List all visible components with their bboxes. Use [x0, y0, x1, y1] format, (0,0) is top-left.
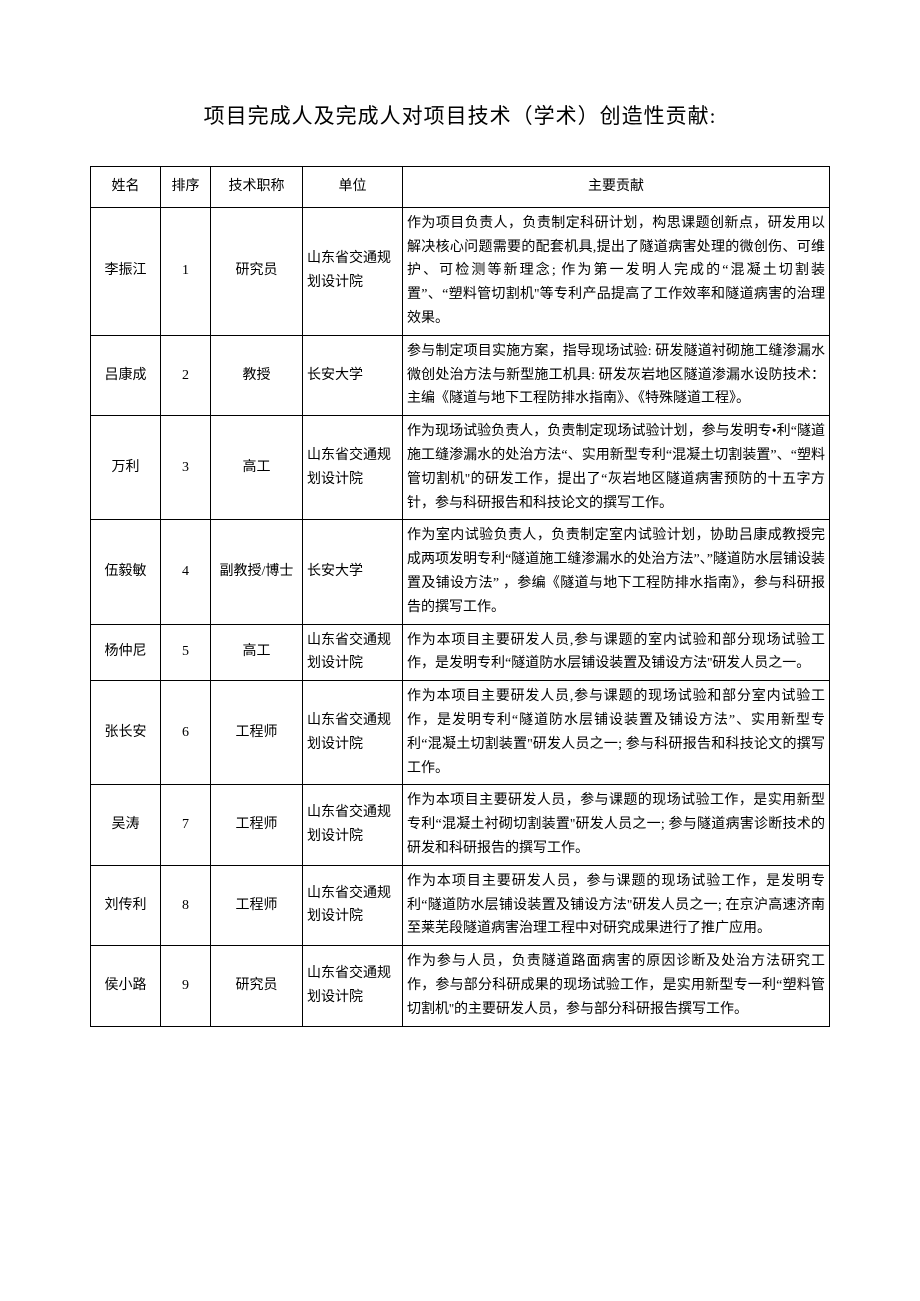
col-header-contrib: 主要贡献 [403, 167, 830, 208]
table-body: 李振江 1 研究员 山东省交通规划设计院 作为项目负责人，负责制定科研计划，构思… [91, 207, 830, 1026]
cell-order: 3 [161, 416, 211, 520]
cell-unit: 山东省交通规划设计院 [303, 416, 403, 520]
page-title: 项目完成人及完成人对项目技术（学术）创造性贡献: [90, 100, 830, 130]
cell-name: 万利 [91, 416, 161, 520]
cell-title: 研究员 [211, 207, 303, 335]
col-header-name: 姓名 [91, 167, 161, 208]
cell-order: 1 [161, 207, 211, 335]
table-row: 李振江 1 研究员 山东省交通规划设计院 作为项目负责人，负责制定科研计划，构思… [91, 207, 830, 335]
cell-contrib: 作为现场试验负责人，负责制定现场试验计划，参与发明专•利“隧道施工缝渗漏水的处治… [403, 416, 830, 520]
cell-title: 教授 [211, 335, 303, 415]
table-row: 吴涛 7 工程师 山东省交通规划设计院 作为本项目主要研发人员，参与课题的现场试… [91, 785, 830, 865]
cell-unit: 山东省交通规划设计院 [303, 624, 403, 681]
cell-name: 李振江 [91, 207, 161, 335]
cell-title: 工程师 [211, 785, 303, 865]
cell-name: 吴涛 [91, 785, 161, 865]
cell-title: 工程师 [211, 681, 303, 785]
table-row: 侯小路 9 研究员 山东省交通规划设计院 作为参与人员，负责隧道路面病害的原因诊… [91, 946, 830, 1026]
cell-order: 2 [161, 335, 211, 415]
cell-order: 7 [161, 785, 211, 865]
cell-name: 伍毅敏 [91, 520, 161, 624]
cell-title: 研究员 [211, 946, 303, 1026]
cell-name: 杨仲尼 [91, 624, 161, 681]
cell-contrib: 作为参与人员，负责隧道路面病害的原因诊断及处治方法研究工作，参与部分科研成果的现… [403, 946, 830, 1026]
cell-unit: 山东省交通规划设计院 [303, 865, 403, 945]
cell-order: 9 [161, 946, 211, 1026]
cell-unit: 山东省交通规划设计院 [303, 946, 403, 1026]
table-row: 伍毅敏 4 副教授/博士 长安大学 作为室内试验负责人，负责制定室内试验计划，协… [91, 520, 830, 624]
cell-unit: 长安大学 [303, 520, 403, 624]
page: 项目完成人及完成人对项目技术（学术）创造性贡献: 姓名 排序 技术职称 单位 主… [0, 0, 920, 1087]
cell-unit: 山东省交通规划设计院 [303, 785, 403, 865]
cell-order: 5 [161, 624, 211, 681]
cell-name: 刘传利 [91, 865, 161, 945]
table-row: 吕康成 2 教授 长安大学 参与制定项目实施方案，指导现场试验: 研发隧道衬砌施… [91, 335, 830, 415]
cell-unit: 长安大学 [303, 335, 403, 415]
cell-name: 吕康成 [91, 335, 161, 415]
cell-name: 侯小路 [91, 946, 161, 1026]
cell-order: 4 [161, 520, 211, 624]
table-header-row: 姓名 排序 技术职称 单位 主要贡献 [91, 167, 830, 208]
cell-contrib: 作为本项目主要研发人员,参与课题的室内试验和部分现场试验工作，是发明专利“隧道防… [403, 624, 830, 681]
cell-unit: 山东省交通规划设计院 [303, 681, 403, 785]
cell-name: 张长安 [91, 681, 161, 785]
cell-title: 高工 [211, 624, 303, 681]
col-header-unit: 单位 [303, 167, 403, 208]
table-row: 刘传利 8 工程师 山东省交通规划设计院 作为本项目主要研发人员，参与课题的现场… [91, 865, 830, 945]
cell-contrib: 作为本项目主要研发人员，参与课题的现场试验工作，是实用新型专利“混凝土衬砌切割装… [403, 785, 830, 865]
cell-contrib: 作为本项目主要研发人员,参与课题的现场试验和部分室内试验工作，是发明专利“隧道防… [403, 681, 830, 785]
cell-order: 6 [161, 681, 211, 785]
col-header-order: 排序 [161, 167, 211, 208]
table-row: 张长安 6 工程师 山东省交通规划设计院 作为本项目主要研发人员,参与课题的现场… [91, 681, 830, 785]
cell-unit: 山东省交通规划设计院 [303, 207, 403, 335]
cell-title: 副教授/博士 [211, 520, 303, 624]
cell-contrib: 作为室内试验负责人，负责制定室内试验计划，协助吕康成教授完成两项发明专利“隧道施… [403, 520, 830, 624]
table-row: 杨仲尼 5 高工 山东省交通规划设计院 作为本项目主要研发人员,参与课题的室内试… [91, 624, 830, 681]
cell-title: 高工 [211, 416, 303, 520]
cell-contrib: 作为本项目主要研发人员，参与课题的现场试验工作，是发明专利“隧道防水层铺设装置及… [403, 865, 830, 945]
cell-order: 8 [161, 865, 211, 945]
cell-contrib: 作为项目负责人，负责制定科研计划，构思课题创新点，研发用以解决核心问题需要的配套… [403, 207, 830, 335]
col-header-title: 技术职称 [211, 167, 303, 208]
table-row: 万利 3 高工 山东省交通规划设计院 作为现场试验负责人，负责制定现场试验计划，… [91, 416, 830, 520]
cell-title: 工程师 [211, 865, 303, 945]
cell-contrib: 参与制定项目实施方案，指导现场试验: 研发隧道衬砌施工缝渗漏水微创处治方法与新型… [403, 335, 830, 415]
contributors-table: 姓名 排序 技术职称 单位 主要贡献 李振江 1 研究员 山东省交通规划设计院 … [90, 166, 830, 1027]
